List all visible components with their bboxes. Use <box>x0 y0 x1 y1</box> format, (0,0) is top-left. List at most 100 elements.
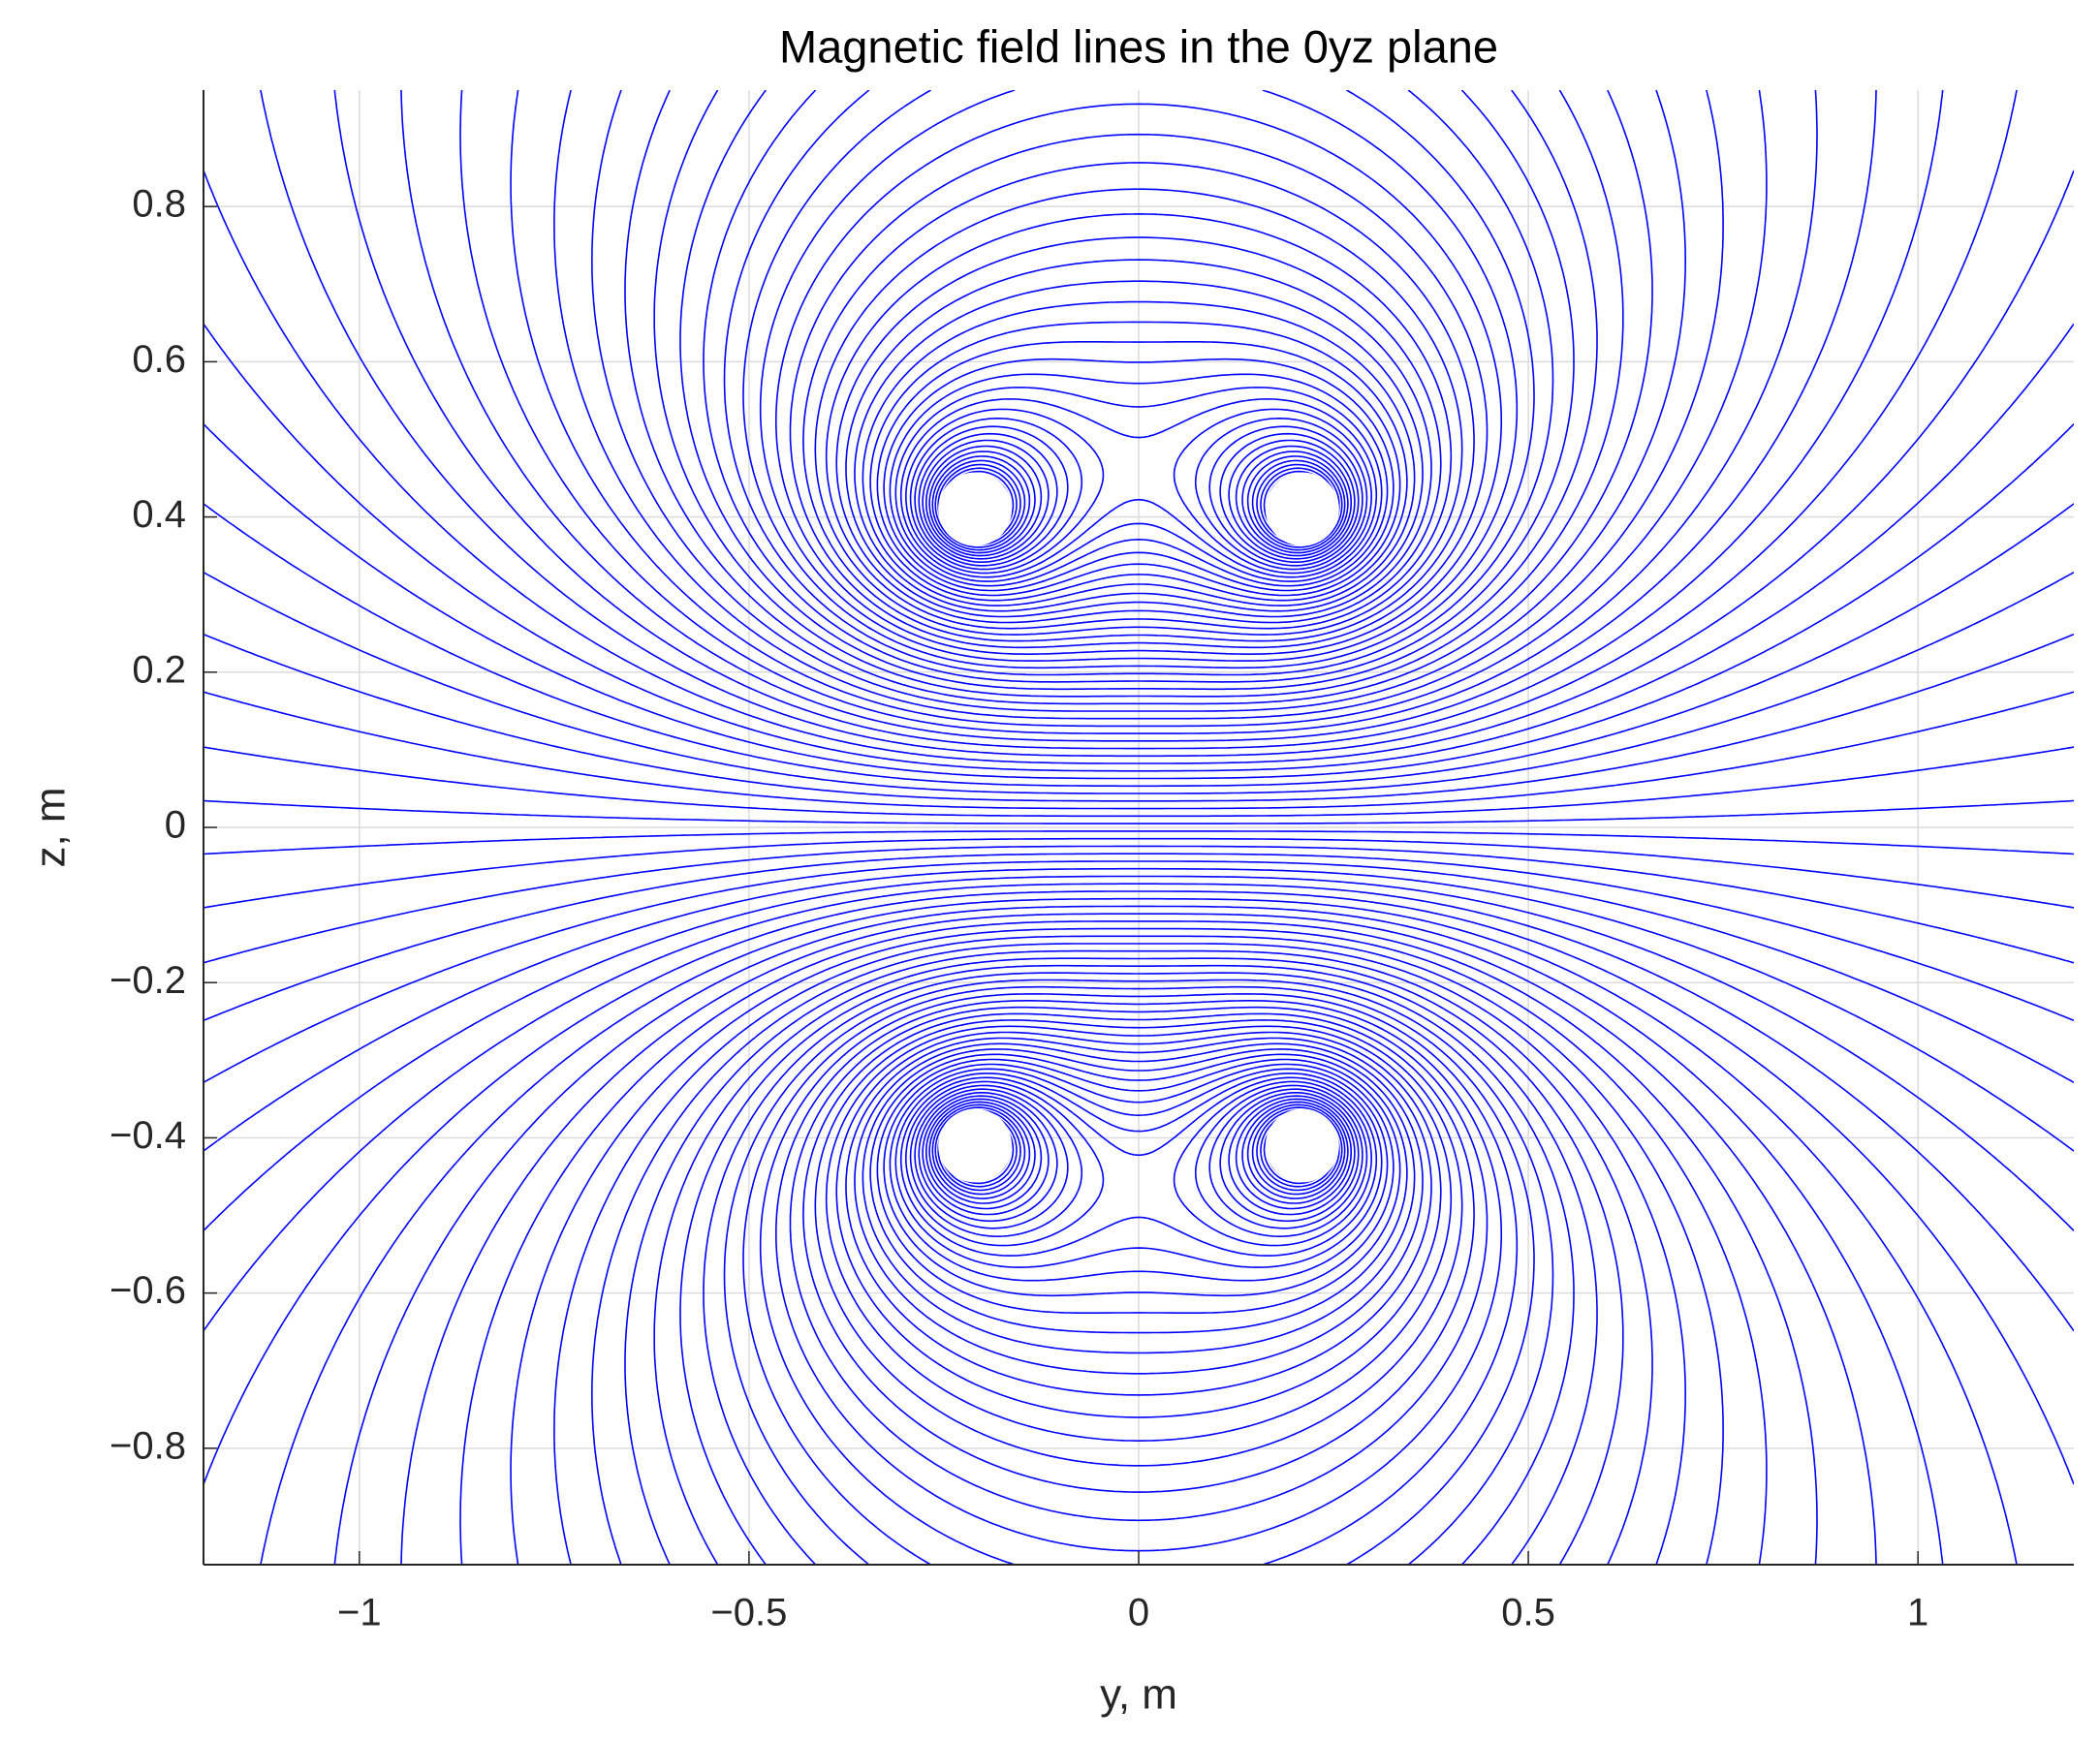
x-tick-label: 0.5 <box>1501 1592 1555 1634</box>
field-line <box>679 90 1598 691</box>
field-line <box>814 188 1463 636</box>
field-line <box>889 1068 1389 1282</box>
field-line <box>854 280 1424 612</box>
field-line <box>624 90 1653 705</box>
field-line <box>204 860 2074 1083</box>
field-line <box>459 920 1818 1565</box>
field-line <box>894 387 1383 582</box>
field-line <box>835 236 1442 624</box>
field-line <box>204 830 2074 855</box>
field-line <box>825 1025 1453 1442</box>
field-line <box>899 1076 1378 1257</box>
field-line <box>934 1106 1343 1196</box>
y-tick-label: −0.6 <box>110 1269 186 1312</box>
field-line <box>679 964 1598 1565</box>
field-line <box>876 341 1401 597</box>
field-line <box>914 425 1363 567</box>
field-line <box>918 1092 1360 1223</box>
field-line <box>204 503 2074 788</box>
field-line <box>400 90 1877 742</box>
field-line <box>814 1019 1463 1467</box>
field-line <box>510 90 1768 728</box>
field-line <box>204 633 2074 802</box>
field-line <box>862 300 1416 606</box>
field-line <box>934 459 1343 548</box>
field-line <box>759 993 1519 1565</box>
field-line <box>909 1084 1368 1237</box>
field-line <box>928 451 1349 554</box>
field-line <box>204 170 2074 764</box>
field-line <box>591 90 1686 712</box>
field-line <box>894 1073 1383 1268</box>
field-line <box>905 408 1372 575</box>
field-line <box>914 1088 1363 1229</box>
field-line <box>204 746 2074 818</box>
field-line <box>759 90 1519 662</box>
field-line <box>922 1095 1356 1216</box>
field-line <box>889 373 1389 587</box>
field-line <box>931 455 1346 551</box>
field-line <box>845 259 1432 618</box>
field-line <box>931 1104 1346 1199</box>
field-line <box>723 90 1554 676</box>
field-line <box>883 1063 1395 1297</box>
y-tick-label: 0.6 <box>132 338 186 381</box>
field-line <box>204 572 2074 794</box>
y-tick-label: 0.2 <box>132 648 186 691</box>
field-line <box>802 1012 1475 1493</box>
field-line <box>835 1031 1442 1418</box>
field-line <box>925 445 1352 557</box>
y-tick-label: 0.8 <box>132 183 186 226</box>
field-line <box>905 1080 1372 1247</box>
field-line <box>742 90 1535 669</box>
field-line <box>703 972 1575 1565</box>
field-line <box>918 432 1360 563</box>
field-line <box>845 1037 1432 1396</box>
field-line <box>825 213 1453 630</box>
field-line <box>553 90 1724 720</box>
grid <box>204 90 2074 1565</box>
field-line <box>204 837 2074 909</box>
field-line <box>925 1098 1352 1210</box>
field-line <box>703 90 1575 683</box>
field-line <box>204 845 2074 964</box>
coil <box>1265 1108 1339 1183</box>
field-line <box>333 90 1944 750</box>
field-line <box>204 799 2074 824</box>
field-line <box>510 927 1768 1565</box>
chart-title: Magnetic field lines in the 0yz plane <box>779 20 1498 72</box>
field-line <box>789 133 1489 649</box>
x-axis-label: y, m <box>1100 1671 1177 1719</box>
field-line <box>204 323 2074 772</box>
field-line <box>742 985 1535 1565</box>
field-line <box>204 423 2074 780</box>
field-line <box>869 321 1408 602</box>
field-line <box>260 897 2018 1565</box>
y-tick-label: −0.2 <box>110 959 186 1002</box>
field-line <box>928 1101 1349 1204</box>
field-line <box>883 358 1395 592</box>
field-line <box>775 103 1502 655</box>
field-line <box>899 398 1378 578</box>
y-axis-label: z, m <box>27 787 75 867</box>
field-line <box>802 162 1475 642</box>
y-tick-label: −0.8 <box>110 1424 186 1467</box>
y-tick-label: −0.4 <box>110 1114 186 1157</box>
field-line <box>333 905 1944 1565</box>
field-line <box>723 979 1554 1565</box>
field-line <box>775 1000 1502 1552</box>
field-line <box>869 1053 1408 1334</box>
field-line <box>204 875 2074 1231</box>
field-line <box>553 935 1724 1565</box>
coil <box>938 1108 1013 1183</box>
field-line <box>789 1006 1489 1522</box>
field-line <box>204 853 2074 1022</box>
field-line <box>459 90 1818 734</box>
field-line <box>624 949 1653 1565</box>
field-line <box>260 90 2018 758</box>
field-line <box>653 957 1624 1565</box>
field-line <box>204 691 2074 810</box>
x-tick-label: −1 <box>337 1592 382 1634</box>
y-tick-label: 0 <box>165 804 186 847</box>
